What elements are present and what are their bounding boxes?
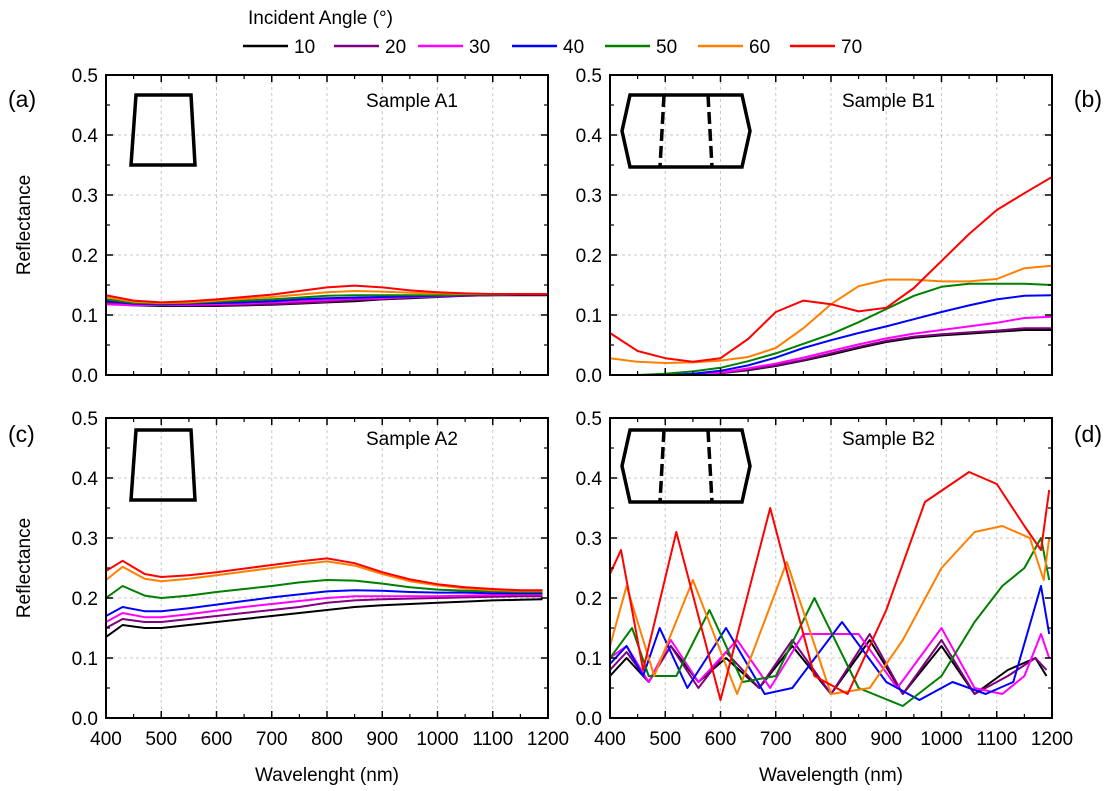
panel-letter: (a) xyxy=(8,86,36,112)
y-tick-label: 0.5 xyxy=(72,409,98,430)
panel-d: 400 500 600 700 800 900 1000 1100 1200 0.0 0.1 0.2 0… xyxy=(576,409,1102,786)
y-axis-label: Reflectance xyxy=(14,518,35,618)
y-tick-label: 0.0 xyxy=(576,709,602,730)
x-tick-label: 800 xyxy=(311,729,343,750)
series-line-10 xyxy=(610,329,1052,375)
panel-letter: (b) xyxy=(1074,86,1102,112)
sample-annotation: Sample A1 xyxy=(366,91,458,112)
panel-a: 0.0 0.1 0.2 0.3 0.4 0.5 Reflectance (a) Sample A… xyxy=(8,66,549,387)
legend-label-10: 10 xyxy=(294,37,315,58)
series-group xyxy=(106,284,548,307)
x-tick-label: 400 xyxy=(594,729,626,750)
panel-letter: (d) xyxy=(1074,421,1102,447)
series-group xyxy=(610,471,1051,707)
x-tick-label: 1100 xyxy=(472,729,513,750)
sample-annotation: Sample B1 xyxy=(842,91,935,112)
y-tick-label: 0.4 xyxy=(576,469,603,490)
series-line-20 xyxy=(106,595,543,629)
series-line-70 xyxy=(610,471,1051,701)
y-tick-label: 0.4 xyxy=(72,126,99,147)
series-line-20 xyxy=(610,327,1052,375)
y-tick-label: 0.2 xyxy=(576,246,602,267)
sample-annotation: Sample A2 xyxy=(366,429,458,450)
y-tick-label: 0.5 xyxy=(576,66,602,87)
series-line-70 xyxy=(610,176,1052,363)
series-line-50 xyxy=(610,282,1052,375)
y-tick-label: 0.3 xyxy=(72,186,98,207)
y-tick-label: 0.4 xyxy=(72,469,99,490)
y-tick-label: 0.2 xyxy=(72,589,98,610)
sample-geometry-icon xyxy=(129,93,197,167)
x-axis-label: Wavelenght (nm) xyxy=(255,765,399,786)
y-tick-label: 0.1 xyxy=(576,649,602,670)
x-tick-label: 400 xyxy=(90,729,122,750)
sample-geometry-icon xyxy=(620,428,752,504)
x-tick-label: 1200 xyxy=(1031,729,1073,750)
series-group xyxy=(106,557,543,638)
legend-label-20: 20 xyxy=(385,37,406,58)
series-line-60 xyxy=(106,560,543,592)
legend-label-50: 50 xyxy=(656,37,677,58)
sample-annotation: Sample B2 xyxy=(842,429,935,450)
x-tick-label: 500 xyxy=(649,729,681,750)
y-tick-label: 0.0 xyxy=(576,366,602,387)
y-tick-label: 0.5 xyxy=(72,66,98,87)
series-line-70 xyxy=(106,284,548,304)
y-tick-label: 0.3 xyxy=(72,529,98,550)
series-line-40 xyxy=(610,585,1051,701)
sample-geometry-icon xyxy=(620,93,752,169)
y-tick-label: 0.0 xyxy=(72,366,98,387)
sample-geometry-icon xyxy=(129,428,197,502)
series-line-50 xyxy=(106,579,543,599)
x-tick-label: 500 xyxy=(145,729,177,750)
panel-c: 400 500 600 700 800 900 1000 1100 1200 0.0 0.1 0.2 0… xyxy=(8,409,569,786)
series-line-40 xyxy=(106,589,543,617)
series-line-10 xyxy=(106,598,543,638)
x-tick-label: 700 xyxy=(760,729,792,750)
y-tick-label: 0.2 xyxy=(72,246,98,267)
x-tick-label: 800 xyxy=(815,729,847,750)
legend-label-30: 30 xyxy=(469,37,490,58)
panel-b: 0.0 0.1 0.2 0.3 0.4 0.5 (b) Sample B1 xyxy=(576,66,1102,387)
y-tick-label: 0.1 xyxy=(72,306,98,327)
x-tick-label: 600 xyxy=(201,729,233,750)
x-tick-label: 600 xyxy=(705,729,737,750)
legend-label-70: 70 xyxy=(841,37,862,58)
x-axis-label: Wavelength (nm) xyxy=(759,765,903,786)
legend: Incident Angle (°) 10 20 30 40 50 60 70 xyxy=(243,8,862,58)
series-line-30 xyxy=(610,315,1052,375)
y-tick-label: 0.4 xyxy=(576,126,603,147)
y-tick-label: 0.3 xyxy=(576,186,602,207)
x-tick-label: 1000 xyxy=(416,729,458,750)
series-line-70 xyxy=(106,557,543,592)
x-tick-label: 1200 xyxy=(527,729,569,750)
y-tick-label: 0.0 xyxy=(72,709,98,730)
panel-letter: (c) xyxy=(8,421,35,447)
legend-label-40: 40 xyxy=(563,37,584,58)
y-tick-label: 0.1 xyxy=(576,306,602,327)
series-line-50 xyxy=(610,537,1051,707)
y-tick-label: 0.1 xyxy=(72,649,98,670)
y-axis-label: Reflectance xyxy=(14,175,35,275)
x-tick-label: 900 xyxy=(870,729,902,750)
x-tick-label: 1000 xyxy=(920,729,962,750)
series-line-60 xyxy=(610,525,1051,695)
y-tick-label: 0.3 xyxy=(576,529,602,550)
legend-title: Incident Angle (°) xyxy=(248,8,393,29)
x-tick-label: 1100 xyxy=(976,729,1017,750)
y-tick-label: 0.5 xyxy=(576,409,602,430)
legend-label-60: 60 xyxy=(749,37,770,58)
x-tick-label: 900 xyxy=(366,729,398,750)
series-line-30 xyxy=(106,593,543,623)
y-tick-label: 0.2 xyxy=(576,589,602,610)
x-tick-label: 700 xyxy=(256,729,288,750)
